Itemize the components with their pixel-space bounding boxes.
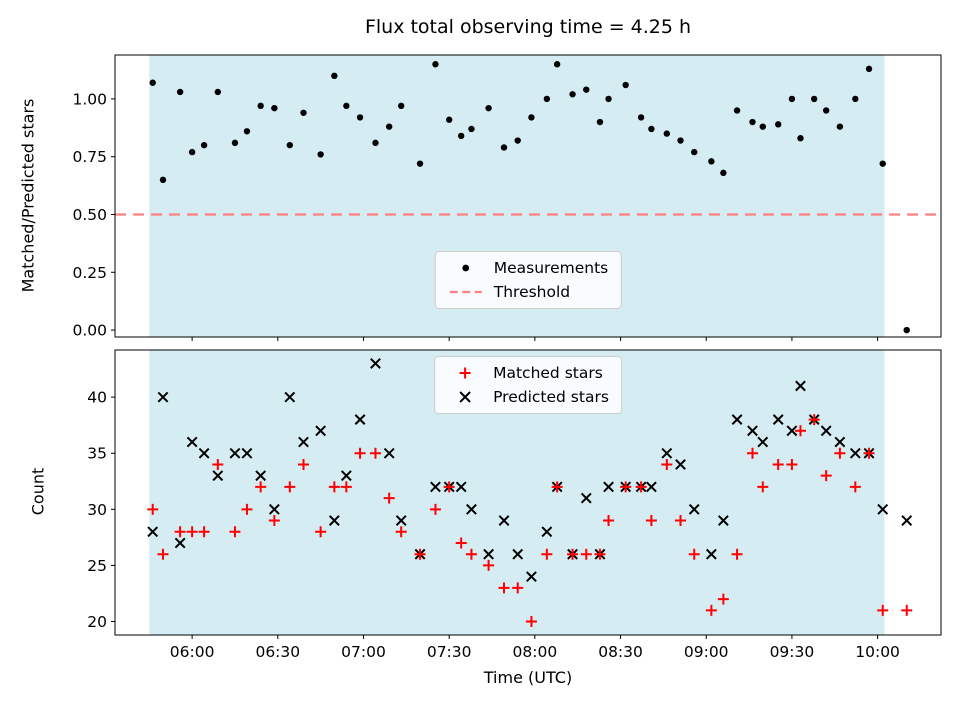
legend-label-predicted: Predicted stars	[493, 388, 609, 406]
svg-text:10:00: 10:00	[855, 643, 900, 661]
legend-label-matched: Matched stars	[493, 364, 603, 382]
svg-text:20: 20	[87, 613, 107, 631]
svg-text:07:30: 07:30	[427, 643, 472, 661]
legend-label-threshold: Threshold	[493, 283, 571, 301]
svg-text:40: 40	[87, 389, 107, 407]
svg-text:06:00: 06:00	[170, 643, 215, 661]
predicted-x-icon	[459, 391, 471, 403]
x-axis-label: Time (UTC)	[483, 668, 573, 687]
svg-text:1.00: 1.00	[72, 90, 107, 108]
legend-item-predicted: Predicted stars	[447, 388, 609, 406]
threshold-line-icon	[449, 290, 482, 294]
svg-text:07:00: 07:00	[341, 643, 386, 661]
svg-text:08:00: 08:00	[513, 643, 558, 661]
svg-text:09:00: 09:00	[684, 643, 729, 661]
legend-bottom: Matched stars Predicted stars	[434, 356, 622, 414]
svg-text:0.75: 0.75	[72, 148, 107, 166]
svg-text:08:30: 08:30	[598, 643, 643, 661]
svg-text:09:30: 09:30	[770, 643, 815, 661]
svg-text:30: 30	[87, 501, 107, 519]
legend-item-matched: Matched stars	[447, 364, 609, 382]
bottom-y-axis-label: Count	[28, 467, 48, 516]
top-y-axis-label: Matched/Predicted stars	[18, 98, 38, 293]
svg-text:25: 25	[87, 557, 107, 575]
svg-text:35: 35	[87, 445, 107, 463]
svg-text:0.25: 0.25	[72, 264, 107, 282]
svg-text:0.00: 0.00	[72, 322, 107, 340]
legend-label-measurements: Measurements	[493, 259, 609, 277]
svg-text:0.50: 0.50	[72, 206, 107, 224]
legend-top: Measurements Threshold	[434, 251, 622, 309]
measurements-marker-icon	[462, 264, 470, 272]
legend-item-threshold: Threshold	[448, 283, 609, 301]
svg-text:06:30: 06:30	[255, 643, 300, 661]
figure-title: Flux total observing time = 4.25 h	[364, 16, 692, 38]
matched-plus-icon	[459, 367, 471, 379]
legend-item-measurements: Measurements	[448, 259, 609, 277]
